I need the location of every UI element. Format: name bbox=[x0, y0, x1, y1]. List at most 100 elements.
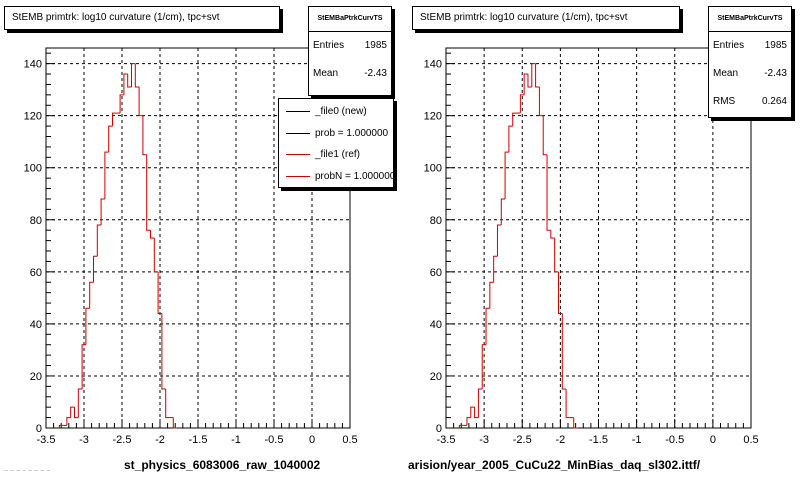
stats-rms-row: RMS 0.264 bbox=[709, 88, 791, 116]
right-histogram-panel: -3.5 -3 -2.5 -2 -1.5 -1 -0.5 0 0.5 0 20 40 60 80 100 12… bbox=[400, 0, 800, 480]
y-tick-label: 140 bbox=[424, 59, 442, 71]
x-tick-label: -3.5 bbox=[37, 434, 56, 446]
stats-entries-value: 1985 bbox=[364, 40, 387, 51]
histogram-bin bbox=[66, 417, 71, 426]
histogram-bin bbox=[565, 388, 570, 419]
x-axis-title: arision/year_2005_CuCu22_MinBias_daq_sl3… bbox=[408, 458, 701, 472]
stats-entries-row: Entries 1985 bbox=[709, 32, 791, 60]
stats-mean-label: Mean bbox=[313, 68, 339, 79]
y-tick-label: 20 bbox=[30, 371, 42, 383]
x-tick-label: -1.5 bbox=[589, 434, 608, 446]
x-tick-label: -1.5 bbox=[189, 434, 208, 446]
histogram-bin bbox=[557, 271, 563, 314]
histogram-bin bbox=[142, 115, 147, 156]
histogram-bin bbox=[85, 307, 90, 345]
x-tick-label: -3 bbox=[79, 434, 89, 446]
stats-mean-value: -2.43 bbox=[764, 68, 787, 79]
histogram-bin bbox=[146, 154, 151, 231]
y-tick-label: 40 bbox=[430, 319, 442, 331]
histogram-bin bbox=[550, 230, 555, 239]
x-tick-label: -2.5 bbox=[113, 434, 132, 446]
y-tick-label: 40 bbox=[30, 319, 42, 331]
y-tick-label: 80 bbox=[30, 215, 42, 227]
stats-name: StEMBaPtrkCurvTS bbox=[709, 7, 791, 32]
stats-mean-value: -2.43 bbox=[364, 68, 387, 79]
histogram-bin bbox=[112, 112, 117, 127]
left-histogram-panel: -3.5 -3 -2.5 -2 -1.5 -1 -0.5 0 0.5 0 20 40 60 80 100 12… bbox=[4, 6, 394, 475]
y-tick-label: 140 bbox=[24, 59, 42, 71]
histogram-bin bbox=[157, 271, 162, 314]
histogram-title: StEMB primtrk: log10 curvature (1/cm), t… bbox=[420, 12, 628, 23]
y-tick-label: 80 bbox=[430, 215, 442, 227]
histogram-bin bbox=[89, 281, 94, 309]
legend-entry: _file1 (ref) bbox=[279, 144, 393, 166]
y-tick-label: 0 bbox=[36, 423, 42, 435]
histogram-bin bbox=[538, 87, 544, 117]
x-tick-label: -3.5 bbox=[437, 434, 456, 446]
histogram-bin bbox=[153, 238, 159, 273]
histogram-bin bbox=[489, 281, 494, 309]
x-tick-label: 0 bbox=[710, 434, 716, 446]
histogram-bin bbox=[70, 406, 75, 418]
x-tick-label: -0.5 bbox=[265, 434, 284, 446]
histogram-bin bbox=[100, 198, 105, 225]
histogram-bin bbox=[535, 63, 540, 88]
histogram-title-box: StEMB primtrk: log10 curvature (1/cm), t… bbox=[412, 6, 680, 30]
legend-line-swatch bbox=[286, 111, 310, 112]
histogram-title-box: StEMB primtrk: log10 curvature (1/cm), t… bbox=[4, 6, 280, 30]
y-tick-label: 20 bbox=[430, 371, 442, 383]
stats-entries-row: Entries 1985 bbox=[309, 32, 391, 60]
legend-entry: _file0 (new) bbox=[279, 101, 393, 123]
histogram-bin bbox=[554, 238, 559, 273]
histogram-bin bbox=[134, 63, 140, 88]
histogram-bin bbox=[477, 388, 483, 418]
y-tick-label: 120 bbox=[24, 111, 42, 123]
legend-entry: prob = 1.000000 bbox=[279, 123, 393, 145]
legend-line-swatch bbox=[286, 154, 310, 155]
histogram-bin bbox=[485, 307, 490, 345]
histogram-bin bbox=[470, 406, 475, 418]
legend-line-swatch bbox=[286, 132, 310, 134]
histogram-bin bbox=[512, 112, 517, 127]
y-tick-label: 120 bbox=[424, 111, 442, 123]
histogram-bin bbox=[74, 407, 79, 419]
x-tick-label: -3 bbox=[479, 434, 489, 446]
histogram-bin bbox=[58, 424, 64, 428]
legend-label: _file0 (new) bbox=[315, 106, 367, 117]
x-axis-title: st_physics_6083006_raw_1040002 bbox=[124, 458, 321, 472]
x-tick-label: 0 bbox=[309, 434, 315, 446]
histogram-bin bbox=[127, 74, 132, 88]
histogram-bin bbox=[123, 73, 128, 95]
stats-entries-label: Entries bbox=[713, 40, 745, 51]
histogram-bin bbox=[542, 115, 548, 156]
stats-rms-value: 0.264 bbox=[761, 96, 787, 107]
histogram-bin bbox=[523, 73, 528, 95]
y-tick-label: 60 bbox=[430, 267, 442, 279]
stats-box: StEMBaPtrkCurvTS Entries 1985 Mean -2.43 bbox=[308, 6, 392, 96]
histogram-bin bbox=[458, 424, 464, 428]
histogram-bin bbox=[504, 151, 509, 199]
histogram-plot: -3.5 -3 -2.5 -2 -1.5 -1 -0.5 0 0.5 0 20 40 60 80 100 12… bbox=[424, 47, 759, 446]
footer-text: ~ ~ ~ ~ ~ ~ ~ ~ bbox=[4, 468, 51, 475]
histogram-bin bbox=[119, 94, 124, 114]
histogram-bin bbox=[161, 313, 166, 390]
histogram-plot: -3.5 -3 -2.5 -2 -1.5 -1 -0.5 0 0.5 0 20 40 60 80 100 12… bbox=[24, 47, 358, 446]
y-tick-label: 100 bbox=[424, 163, 442, 175]
stats-box: StEMBaPtrkCurvTS Entries 1985 Mean -2.43… bbox=[708, 6, 792, 118]
x-tick-label: 0.5 bbox=[743, 434, 758, 446]
x-tick-label: -1 bbox=[231, 434, 241, 446]
x-tick-label: -2.5 bbox=[513, 434, 532, 446]
histogram-bin bbox=[131, 63, 136, 88]
legend-label: prob = 1.000000 bbox=[315, 127, 389, 139]
histogram-bin bbox=[138, 87, 143, 117]
histogram-bin bbox=[466, 417, 471, 426]
histogram-bin bbox=[81, 344, 86, 389]
stats-mean-row: Mean -2.43 bbox=[309, 60, 391, 88]
stats-entries-value: 1985 bbox=[764, 40, 787, 51]
legend-line-swatch bbox=[286, 175, 310, 177]
histogram-bin bbox=[77, 388, 83, 418]
stats-entries-label: Entries bbox=[313, 40, 345, 51]
x-tick-label: -1 bbox=[632, 434, 642, 446]
histogram-bin bbox=[573, 417, 578, 429]
x-tick-label: 0.5 bbox=[342, 434, 357, 446]
